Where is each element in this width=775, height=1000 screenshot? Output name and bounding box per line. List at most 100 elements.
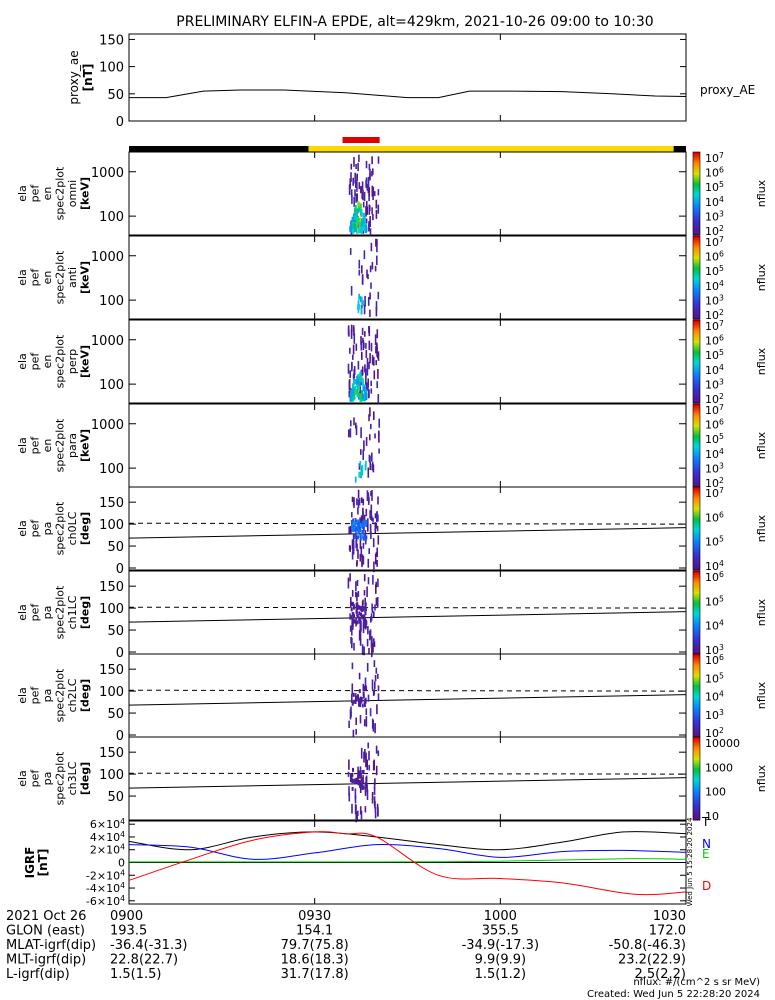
flux-pixel xyxy=(360,465,362,472)
colorbar-tick-label: 105 xyxy=(705,348,724,362)
colorbar-step xyxy=(693,480,700,484)
flux-pixel xyxy=(370,504,373,516)
flux-pixel xyxy=(365,716,368,727)
flux-pixel xyxy=(355,695,358,700)
flux-pixel xyxy=(359,223,362,229)
flux-pixel xyxy=(374,553,377,565)
igrf-series-T xyxy=(128,831,687,851)
colorbar-step xyxy=(693,478,700,482)
colorbar-tick-label: 104 xyxy=(705,279,724,293)
colorbar-step xyxy=(693,464,700,467)
footer-value: 22.8(22.7) xyxy=(110,953,178,968)
flux-pixel xyxy=(349,545,351,552)
flux-pixel xyxy=(355,728,357,735)
flux-pixel xyxy=(356,217,359,222)
flux-pixel xyxy=(356,381,359,387)
colorbar-step xyxy=(693,633,700,636)
colorbar-step xyxy=(693,583,700,587)
colorbar-tick-label: 106 xyxy=(705,653,724,667)
footer-value: 0930 xyxy=(298,909,331,924)
panel-frame xyxy=(128,653,687,738)
colorbar-step xyxy=(693,285,700,289)
flux-pixel xyxy=(363,699,366,704)
flux-pixel xyxy=(359,203,362,209)
flux-pixel xyxy=(366,586,368,598)
flux-pixel xyxy=(371,185,374,197)
flux-pixel xyxy=(374,681,376,690)
flux-pixel xyxy=(371,490,373,501)
created-stamp: Created: Wed Jun 5 22:28:20 2024 xyxy=(587,989,760,1000)
panel-ylabel: anti xyxy=(66,267,79,288)
colorbar-step xyxy=(693,536,700,540)
flux-pixel xyxy=(377,496,379,505)
colorbar-step xyxy=(693,528,700,532)
flux-pixel xyxy=(348,379,351,390)
colorbar-step xyxy=(693,585,700,589)
colorbar-tick-label: 104 xyxy=(705,619,724,633)
flux-pixel xyxy=(376,597,379,608)
colorbar-step xyxy=(693,559,700,563)
flux-pixel xyxy=(371,170,373,177)
flux-pixel xyxy=(372,538,375,548)
flux-pixel xyxy=(355,210,358,216)
flux-pixel xyxy=(369,523,372,534)
panel-ylabel: pef xyxy=(29,352,42,371)
flux-pixel xyxy=(369,168,371,179)
flux-pixel xyxy=(368,548,370,555)
flux-pixel xyxy=(368,340,371,351)
panel-ylabel: spec2plot xyxy=(54,668,67,722)
flux-pixel xyxy=(351,625,353,636)
flux-pixel xyxy=(356,228,359,234)
panel-ylabel: para xyxy=(66,433,79,458)
colorbar-step xyxy=(693,627,700,630)
proxy-ae-ytick-label: 50 xyxy=(107,88,124,103)
colorbar-tick-label: 107 xyxy=(705,235,724,249)
proxy-ae-ylabel: proxy_ae xyxy=(67,50,81,104)
panel-ylabel: pef xyxy=(29,519,42,538)
colorbar-step xyxy=(693,426,700,430)
colorbar-step xyxy=(693,474,700,478)
colorbar-step xyxy=(693,332,700,336)
flux-pixel xyxy=(365,522,367,527)
flux-pixel xyxy=(355,591,357,598)
flux-pixel xyxy=(365,160,368,169)
flux-pixel xyxy=(352,222,355,228)
colorbar-tick-label: 105 xyxy=(705,594,724,608)
colorbar-step xyxy=(693,724,700,728)
flux-pixel xyxy=(363,191,366,202)
flux-pixel xyxy=(375,346,377,354)
flux-pixel xyxy=(367,296,370,306)
colorbar-step xyxy=(693,593,700,597)
colorbar-step xyxy=(693,545,700,548)
flux-pixel xyxy=(360,515,363,526)
igrf-ytick-label: 2×104 xyxy=(90,843,125,857)
flux-pixel xyxy=(359,629,361,638)
colorbar-step xyxy=(693,162,700,165)
flux-pixel xyxy=(365,376,367,386)
flux-pixel xyxy=(376,238,378,245)
flux-pixel xyxy=(377,369,379,379)
colorbar-label: nflux xyxy=(755,263,768,291)
colorbar-step xyxy=(693,195,700,199)
ytick-label: 1000 xyxy=(91,250,124,265)
panel-ylabel: [keV] xyxy=(79,345,92,378)
flux-pixel xyxy=(360,546,363,558)
colorbar-step xyxy=(693,538,700,542)
flux-pixel xyxy=(352,692,355,697)
flux-pixel xyxy=(363,514,366,521)
panel-ylabel: [deg] xyxy=(79,679,92,712)
panel-ylabel: spec2plot xyxy=(54,501,67,555)
flux-pixel xyxy=(370,342,373,352)
flux-pixel xyxy=(353,417,355,426)
flux-pixel xyxy=(365,783,368,788)
flux-pixel xyxy=(376,242,378,253)
colorbar: 10000 1000 100 10 nflux xyxy=(692,736,768,823)
colorbar-step xyxy=(693,357,700,360)
flux-pixel xyxy=(358,611,361,616)
flux-pixel xyxy=(375,199,378,209)
colorbar-step xyxy=(693,703,700,707)
flux-pixel xyxy=(350,520,353,524)
flux-pixel xyxy=(358,689,361,694)
flux-pixel xyxy=(359,715,362,724)
flux-pixel xyxy=(355,811,357,823)
